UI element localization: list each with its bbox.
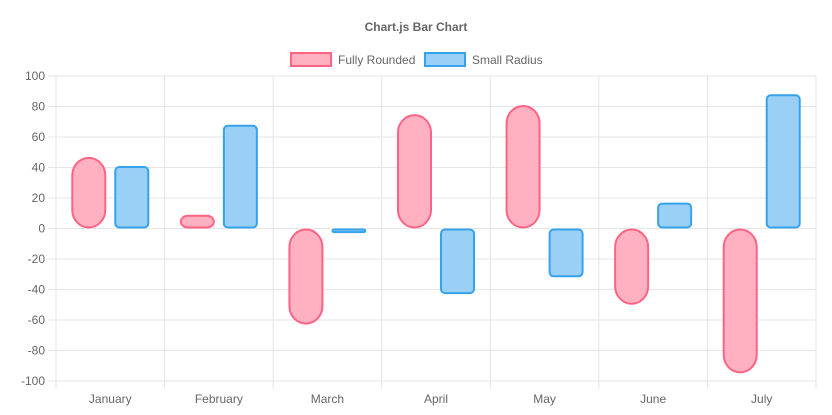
x-axis: January February March April May June July xyxy=(89,392,772,406)
y-tick-label: -60 xyxy=(28,313,46,327)
y-tick-label: -20 xyxy=(28,252,46,266)
bar[interactable] xyxy=(548,228,584,278)
bar[interactable] xyxy=(440,228,475,295)
legend-label: Fully Rounded xyxy=(338,53,415,67)
y-axis: 100 80 60 40 20 0 -20 -40 -60 -80 -100 xyxy=(21,69,45,388)
legend-swatch xyxy=(290,52,332,67)
y-tick-label: 20 xyxy=(32,191,46,205)
bar[interactable] xyxy=(765,94,801,229)
x-tick-label: June xyxy=(640,392,666,406)
y-tick-label: 100 xyxy=(25,69,45,83)
y-tick-label: 80 xyxy=(32,100,46,114)
bar[interactable] xyxy=(331,228,367,234)
x-tick-label: February xyxy=(195,392,243,406)
grid xyxy=(48,75,817,389)
y-tick-label: 0 xyxy=(38,222,45,236)
bar[interactable] xyxy=(179,214,215,229)
bars xyxy=(71,94,801,374)
x-tick-label: March xyxy=(311,392,344,406)
y-tick-label: -40 xyxy=(28,283,46,297)
legend-label: Small Radius xyxy=(472,53,543,67)
legend-swatch xyxy=(424,52,466,67)
y-tick-label: -80 xyxy=(28,344,46,358)
bar[interactable] xyxy=(722,228,758,374)
y-tick-label: -100 xyxy=(21,374,45,388)
bar[interactable] xyxy=(288,228,324,325)
bar[interactable] xyxy=(71,156,107,229)
bar[interactable] xyxy=(397,114,432,229)
bar[interactable] xyxy=(222,124,258,229)
bar[interactable] xyxy=(505,104,541,229)
legend: Fully Rounded Small Radius xyxy=(290,52,543,67)
legend-item[interactable]: Fully Rounded xyxy=(290,52,415,67)
x-tick-label: July xyxy=(751,392,772,406)
y-tick-label: 60 xyxy=(32,130,46,144)
chart-title: Chart.js Bar Chart xyxy=(365,20,468,34)
legend-item[interactable]: Small Radius xyxy=(424,52,543,67)
x-tick-label: May xyxy=(533,392,556,406)
bar[interactable] xyxy=(114,165,150,229)
bar[interactable] xyxy=(657,202,693,229)
x-tick-label: January xyxy=(89,392,132,406)
x-tick-label: April xyxy=(424,392,448,406)
bar[interactable] xyxy=(614,228,650,305)
y-tick-label: 40 xyxy=(32,161,46,175)
